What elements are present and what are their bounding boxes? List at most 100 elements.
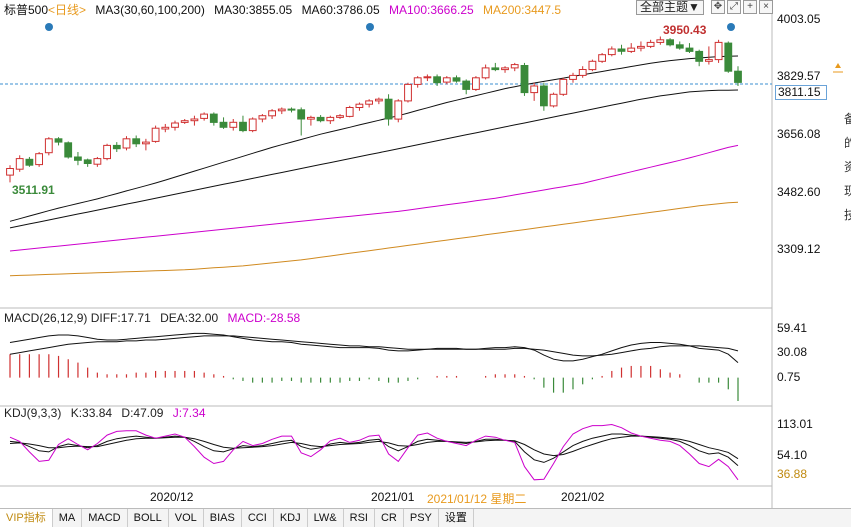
macd-dea: DEA:32.00 — [160, 311, 219, 325]
candle-body — [64, 142, 73, 158]
candle-body — [25, 158, 34, 166]
candle-body — [287, 108, 296, 111]
tab-settings[interactable]: 设置 — [439, 509, 474, 527]
macd-title-row: MACD(26,12,9) DIFF:17.71 DEA:32.00 MACD:… — [4, 311, 306, 325]
macd-y-tick: 59.41 — [777, 321, 808, 335]
low-annotation: 3511.91 — [12, 183, 55, 197]
kdj-k: K:33.84 — [70, 406, 113, 420]
candle-body — [345, 107, 354, 117]
ma200-line — [9, 201, 739, 277]
candle-body — [675, 44, 684, 49]
candle-body — [200, 113, 208, 119]
ma60-value: MA60:3786.05 — [301, 3, 380, 17]
candle-body — [15, 158, 24, 170]
tab-cr[interactable]: CR — [375, 509, 404, 527]
kdj-y-tick: 113.01 — [777, 417, 813, 431]
candle-body — [44, 138, 53, 154]
candle-body — [685, 47, 694, 52]
event-dot[interactable] — [366, 23, 374, 31]
candle-body — [491, 67, 500, 71]
dea-line — [9, 335, 739, 357]
candle-body — [219, 121, 228, 128]
macd-title: MACD(26,12,9) — [4, 311, 88, 325]
plus-icon[interactable]: + — [743, 0, 757, 14]
kdj-title: KDJ(9,3,3) — [4, 406, 62, 420]
tab-psy[interactable]: PSY — [404, 509, 439, 527]
tab-ma[interactable]: MA — [53, 509, 83, 527]
side-text: 备 — [844, 112, 851, 126]
candle-body — [316, 116, 325, 122]
kdj-d-line — [9, 435, 739, 460]
y-tick-label: 3309.12 — [777, 242, 821, 256]
candle-body — [695, 50, 704, 62]
candle-body — [607, 48, 616, 56]
candle-body — [103, 144, 111, 160]
candle-body — [112, 144, 121, 150]
candle-body — [646, 41, 655, 47]
candle-body — [559, 78, 568, 95]
current-price-badge: 3811.15 — [775, 85, 827, 100]
ma200-value: MA200:3447.5 — [483, 3, 562, 17]
candle-body — [54, 138, 63, 143]
close-icon[interactable]: × — [759, 0, 773, 14]
candle-body — [171, 122, 179, 128]
side-text: 技 — [844, 208, 851, 222]
event-dot[interactable] — [727, 23, 735, 31]
ma60-line — [9, 89, 739, 229]
tab-macd[interactable]: MACD — [82, 509, 128, 527]
y-tick-label: 4003.05 — [777, 12, 821, 26]
macd-value: MACD:-28.58 — [227, 311, 301, 325]
candle-body — [452, 77, 461, 82]
tab-rsi[interactable]: RSI — [344, 509, 375, 527]
ma-label: MA3(30,60,100,200) — [95, 3, 205, 17]
expand-icon[interactable]: ⤢ — [727, 0, 741, 14]
symbol-title: 标普500 — [4, 3, 49, 17]
candle-body — [481, 67, 490, 79]
candle-body — [365, 100, 374, 105]
candle-body — [229, 121, 238, 128]
candle-body — [326, 116, 335, 122]
candle-body — [588, 60, 597, 71]
kdj-current-tick: 36.88 — [777, 467, 808, 481]
candle-body — [277, 108, 286, 112]
candle-body — [297, 109, 306, 120]
candle-body — [404, 83, 412, 102]
candle-body — [530, 85, 539, 94]
candle-body — [520, 65, 529, 94]
tab-cci[interactable]: CCI — [242, 509, 274, 527]
candle-body — [375, 98, 383, 102]
macd-y-tick: 30.08 — [777, 345, 808, 359]
candle-body — [540, 85, 548, 107]
side-text: 现 — [844, 184, 851, 198]
period-selector[interactable]: <日线> — [48, 3, 87, 17]
candle-body — [268, 110, 277, 117]
kdj-title-row: KDJ(9,3,3) K:33.84 D:47.09 J:7.34 — [4, 406, 212, 420]
candle-body — [549, 93, 558, 107]
candle-body — [413, 77, 422, 85]
candle-body — [637, 45, 645, 49]
tab-lw[interactable]: LW& — [308, 509, 344, 527]
candle-body — [705, 59, 713, 62]
ma30-line — [9, 55, 739, 222]
candle-body — [617, 48, 626, 52]
chart-header: 标普500<日线> MA3(30,60,100,200) MA30:3855.0… — [4, 2, 567, 18]
candle-body — [627, 47, 636, 52]
ma100-line — [9, 144, 739, 252]
tab-boll[interactable]: BOLL — [128, 509, 169, 527]
candle-body — [510, 64, 519, 69]
macd-y-tick: 0.75 — [777, 370, 801, 384]
candle-body — [734, 70, 742, 83]
macd-diff: DIFF:17.71 — [90, 311, 151, 325]
tab-bias[interactable]: BIAS — [204, 509, 242, 527]
tab-kdj[interactable]: KDJ — [274, 509, 308, 527]
candle-body — [724, 42, 733, 72]
candle-body — [142, 141, 150, 145]
candle-body — [6, 168, 14, 176]
tab-vip[interactable]: VIP指标 — [0, 509, 53, 527]
tab-vol[interactable]: VOL — [169, 509, 204, 527]
theme-selector-button[interactable]: 全部主题▼ — [636, 0, 704, 15]
candle-body — [578, 69, 587, 76]
candle-body — [666, 39, 675, 46]
move-icon[interactable]: ✥ — [711, 0, 725, 14]
event-dot[interactable] — [45, 23, 53, 31]
